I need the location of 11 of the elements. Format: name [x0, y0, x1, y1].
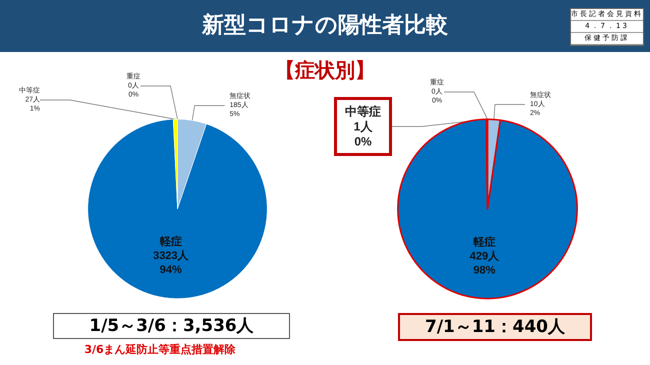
text: 【症状別】 [275, 58, 375, 82]
data-label: 429人 98% [470, 250, 500, 277]
text: 1/5～3/6：3,536人 [53, 313, 290, 339]
data-label: 3323人 94% [153, 250, 190, 276]
slice-label: 軽症 [472, 236, 496, 249]
text: 7/1～11：440人 [398, 313, 592, 341]
text: 新型コロナの陽性者比較 [202, 13, 448, 38]
slice-label: 軽症 [158, 235, 182, 248]
data-label: 1人 0% [354, 120, 374, 148]
slice-label: 中等症 [345, 104, 381, 118]
text: 3/6まん延防止等重点措置解除 [83, 342, 237, 357]
